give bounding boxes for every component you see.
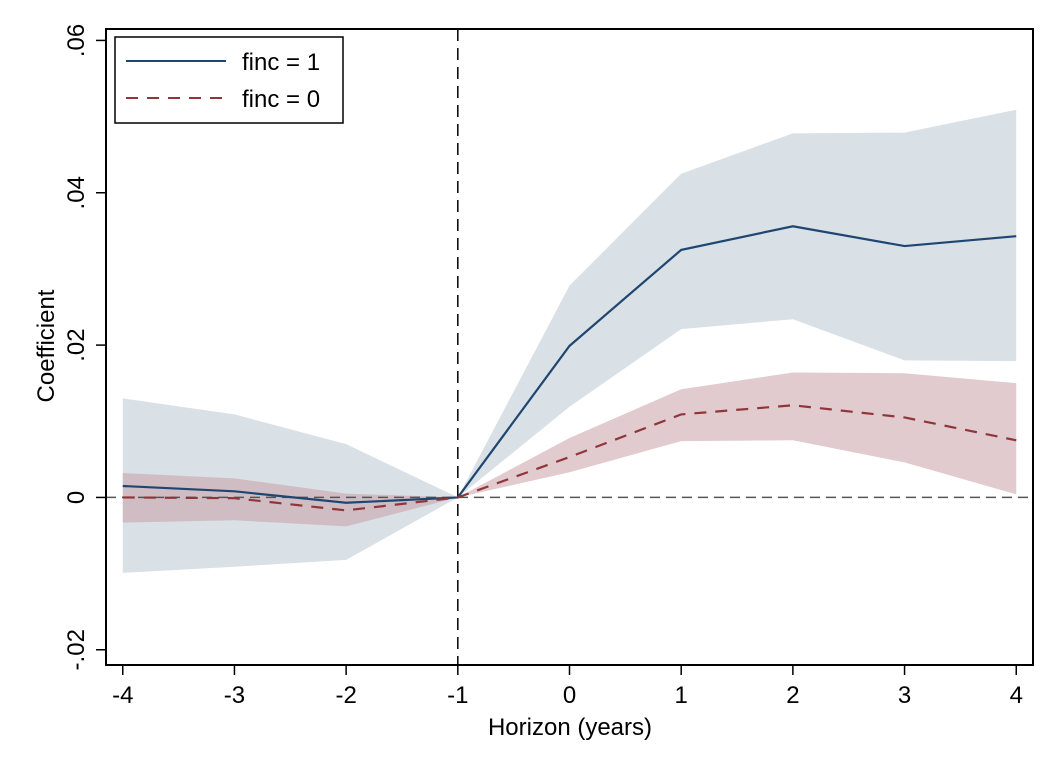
series-lines — [122, 225, 1017, 512]
x-tick-label: -3 — [224, 682, 245, 709]
legend-label-finc-0: finc = 0 — [242, 86, 320, 113]
y-tick-label: 0 — [63, 491, 90, 504]
x-tick-label: -4 — [112, 682, 133, 709]
x-tick-label: -1 — [447, 682, 468, 709]
confidence-bands — [122, 109, 1017, 573]
legend: finc = 1 finc = 0 — [114, 36, 344, 124]
x-tick-label: 0 — [563, 682, 576, 709]
x-tick-label: 2 — [786, 682, 799, 709]
x-axis-label: Horizon (years) — [488, 714, 652, 741]
y-tick-label: .02 — [63, 328, 90, 361]
x-tick-label: 3 — [898, 682, 911, 709]
x-tick-label: 4 — [1010, 682, 1023, 709]
series-line-0 — [122, 225, 1017, 504]
legend-box — [114, 36, 344, 124]
series-line-1 — [122, 404, 1017, 512]
y-tick-label: .06 — [63, 24, 90, 57]
x-axis: -4 -3 -2 -1 0 1 2 3 4 — [112, 665, 1023, 709]
y-tick-label: -.02 — [63, 629, 90, 670]
ci-band-series-1 — [122, 372, 1017, 527]
y-axis: -.02 0 .02 .04 .06 — [63, 24, 106, 670]
x-tick-label: -2 — [335, 682, 356, 709]
reference-lines — [106, 29, 1033, 665]
y-axis-label: Coefficient — [33, 289, 60, 402]
y-tick-label: .04 — [63, 176, 90, 209]
legend-label-finc-1: finc = 1 — [242, 49, 320, 76]
x-tick-label: 1 — [675, 682, 688, 709]
